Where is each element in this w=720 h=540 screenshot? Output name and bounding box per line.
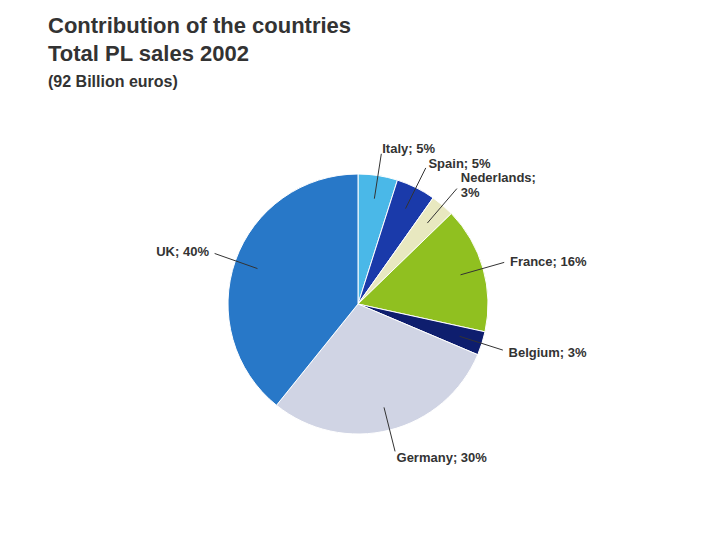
svg-text:UK; 40%: UK; 40% bbox=[156, 244, 209, 259]
svg-text:Belgium; 3%: Belgium; 3% bbox=[509, 344, 587, 359]
svg-text:Spain; 5%: Spain; 5% bbox=[428, 155, 491, 170]
html-text:Total PL sales 2002: Total PL sales 2002 bbox=[48, 41, 249, 66]
html-text:(92 Billion euros): (92 Billion euros) bbox=[48, 73, 178, 90]
svg-text:Nederlands;3%: Nederlands;3% bbox=[461, 169, 536, 199]
svg-text:France; 16%: France; 16% bbox=[510, 253, 587, 268]
svg-text:Italy; 5%: Italy; 5% bbox=[382, 140, 435, 155]
svg-text:Germany; 30%: Germany; 30% bbox=[397, 450, 488, 465]
html-text:Contribution of the countries: Contribution of the countries bbox=[48, 13, 352, 38]
